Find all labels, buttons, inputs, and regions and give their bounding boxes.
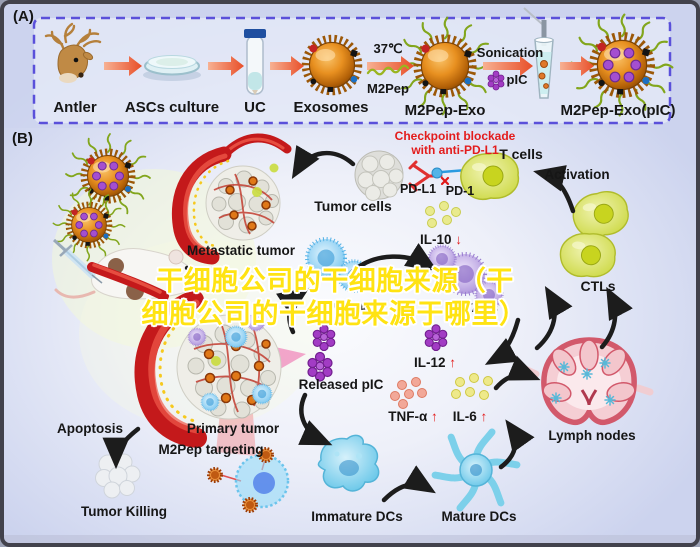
primary-tumor-label: Primary tumor	[186, 421, 280, 436]
flow-arrow-apoptosis	[102, 426, 141, 470]
pd-l1-label: PD-L1	[399, 182, 437, 196]
il10-dots	[425, 201, 461, 228]
m1-tams-label: M1 TAMs	[444, 301, 498, 315]
m2pep-label: M2Pep	[367, 81, 409, 96]
blocked-x-icon	[440, 176, 450, 186]
uc-tube-icon	[244, 29, 266, 95]
tnf-label: TNF-α ↑	[388, 410, 438, 424]
m2pep-targeting-label: M2Pep targeting	[158, 442, 264, 457]
step-label-ascs-culture: ASCs culture	[124, 99, 220, 116]
metastatic-tumor-label: Metastatic tumor	[186, 243, 296, 258]
figure-graphics	[4, 4, 696, 513]
flow-arrow-tumor-to-m2tams	[276, 287, 310, 335]
il6-label: IL-6 ↑	[453, 410, 488, 424]
flow-arrow-tumorcells-to-metastatic	[291, 144, 356, 179]
lymph-nodes-label: Lymph nodes	[548, 428, 636, 443]
flow-arrow-to-lymph	[493, 355, 541, 391]
flow-arrow-to-ctls-left	[534, 286, 573, 351]
sonication-label: Sonication	[476, 45, 544, 60]
il12-name: IL-12	[413, 355, 446, 370]
il6-dots	[451, 373, 493, 400]
step-label-m2pep-exo-pic: M2Pep-Exo(pIC)	[560, 102, 676, 119]
mouse-icon	[54, 248, 202, 300]
tumor-cells-label: Tumor cells	[314, 198, 392, 214]
panel-a-tag: (A)	[13, 8, 34, 25]
t-cells-label: T cells	[499, 146, 543, 162]
pic-label: pIC	[506, 72, 528, 87]
watermark-line1: 干细胞公司的干细胞来源（干	[156, 266, 514, 296]
il6-arrow-icon: ↑	[480, 409, 488, 424]
checkpoint-label-line1: Checkpoint blockade	[394, 129, 516, 143]
m2pep-targeting-cell	[207, 447, 290, 513]
flow-arrow-immature-to-mature	[381, 465, 436, 503]
process-arrows	[104, 56, 594, 76]
mature-dcs-label: Mature DCs	[441, 509, 517, 524]
sonication-tube-icon	[523, 7, 554, 99]
step-label-uc: UC	[244, 99, 266, 116]
apoptosis-label: Apoptosis	[57, 421, 123, 436]
tumor-cell-graphic	[354, 150, 404, 201]
flow-arrow-to-ctls-right	[599, 286, 633, 350]
flow-arrow-pic-to-dc	[298, 392, 333, 446]
tnf-dots	[390, 377, 427, 409]
tnf-name: TNF-α	[388, 409, 428, 424]
flow-arrow-activation	[533, 165, 576, 214]
m2pep-wave-icon	[366, 64, 410, 76]
step-label-m2pep-exo: M2Pep-Exo	[404, 102, 486, 119]
il10-name: IL-10	[419, 232, 452, 247]
tumor-killing-label: Tumor Killing	[81, 504, 167, 519]
metastatic-tumor-graphic	[171, 133, 292, 265]
flow-arrow-maturedc-up	[498, 419, 535, 470]
ctls-label: CTLs	[580, 278, 616, 294]
il10-label: IL-10 ↓	[420, 233, 462, 247]
lymph-node-graphic	[521, 337, 654, 426]
immature-dcs-label: Immature DCs	[311, 509, 403, 524]
temperature-label: 37℃	[373, 41, 403, 56]
mature-dc-graphic	[431, 428, 521, 512]
deer-icon	[44, 22, 102, 83]
released-pic-label: Released pIC	[298, 377, 384, 392]
petri-dish-icon	[143, 55, 201, 81]
il6-name: IL-6	[452, 409, 477, 424]
pd-1-label: PD-1	[445, 184, 475, 198]
flow-arrow-m2-to-m1	[350, 243, 438, 274]
syringe-icon	[52, 238, 103, 284]
checkpoint-label-line2: with anti-PD-L1	[411, 143, 499, 157]
tnf-arrow-icon: ↑	[431, 409, 438, 424]
flow-arrow-m1-down	[484, 317, 521, 365]
watermark-line2: 细胞公司的干细胞来源于哪里）	[141, 299, 527, 329]
m2-tams-label: M2 TAMs	[331, 301, 385, 315]
immature-dc-graphic	[317, 434, 380, 492]
il12-label: IL-12 ↑	[414, 356, 456, 370]
il12-arrow-icon: ↑	[449, 355, 457, 370]
panel-b-tag: (B)	[12, 130, 33, 147]
il10-arrow-icon: ↓	[455, 232, 463, 247]
primary-tumor-graphic	[87, 262, 306, 456]
step-label-antler: Antler	[53, 99, 97, 116]
activation-label: Activation	[544, 167, 610, 182]
step-label-exosomes: Exosomes	[293, 99, 369, 116]
